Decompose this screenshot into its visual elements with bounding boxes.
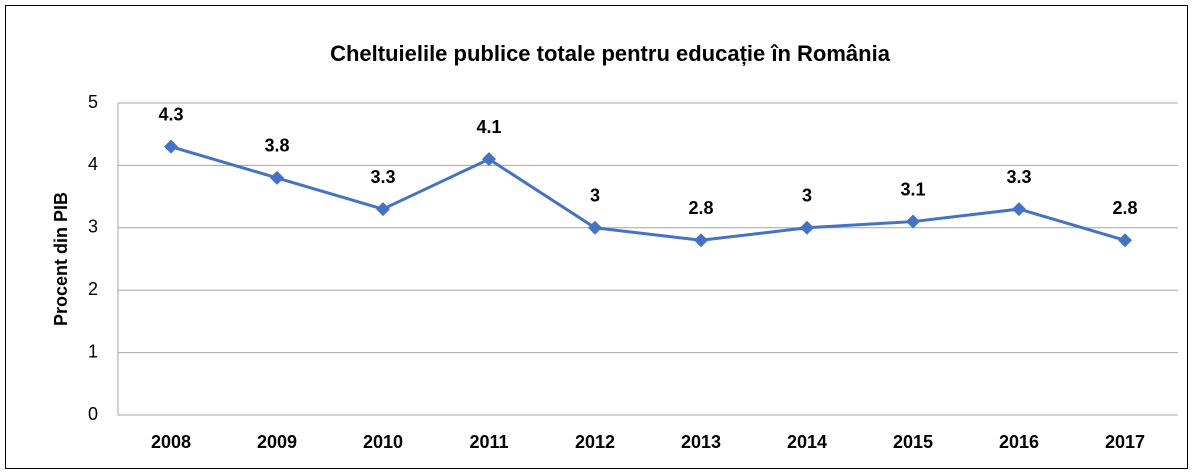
marker	[164, 139, 178, 154]
marker	[1012, 202, 1026, 217]
data-label: 3.3	[1006, 167, 1031, 187]
marker	[906, 214, 920, 229]
x-tick-label: 2014	[787, 432, 827, 452]
series-line	[170, 145, 1126, 242]
data-label: 3	[802, 186, 812, 206]
data-label: 3.1	[900, 179, 925, 199]
data-label: 3	[590, 186, 600, 206]
x-tick-label: 2012	[575, 432, 615, 452]
chart-border	[5, 5, 1188, 469]
x-tick-label: 2008	[151, 432, 191, 452]
y-tick-label: 3	[88, 217, 98, 237]
marker	[588, 220, 602, 235]
data-label: 3.8	[264, 136, 289, 156]
data-label: 3.3	[370, 167, 395, 187]
marker	[270, 170, 284, 185]
marker	[1118, 233, 1132, 248]
y-tick-label: 4	[88, 154, 98, 174]
data-label: 4.1	[476, 117, 501, 137]
data-label: 2.8	[1112, 198, 1137, 218]
marker	[694, 233, 708, 248]
marker	[482, 152, 496, 167]
x-tick-label: 2017	[1105, 432, 1145, 452]
x-tick-label: 2009	[257, 432, 297, 452]
data-label: 2.8	[688, 198, 713, 218]
marker	[376, 202, 390, 217]
y-tick-label: 5	[88, 92, 98, 112]
x-tick-label: 2013	[681, 432, 721, 452]
x-tick-label: 2016	[999, 432, 1039, 452]
marker	[800, 220, 814, 235]
x-tick-label: 2010	[363, 432, 403, 452]
y-tick-label: 1	[88, 341, 98, 361]
chart-title: Cheltuielile publice totale pentru educa…	[330, 41, 891, 66]
y-tick-label: 0	[88, 404, 98, 424]
y-axis-label: Procent din PIB	[51, 192, 71, 326]
y-tick-label: 2	[88, 279, 98, 299]
x-tick-label: 2011	[469, 432, 508, 452]
data-label: 4.3	[158, 104, 183, 124]
x-tick-label: 2015	[893, 432, 933, 452]
